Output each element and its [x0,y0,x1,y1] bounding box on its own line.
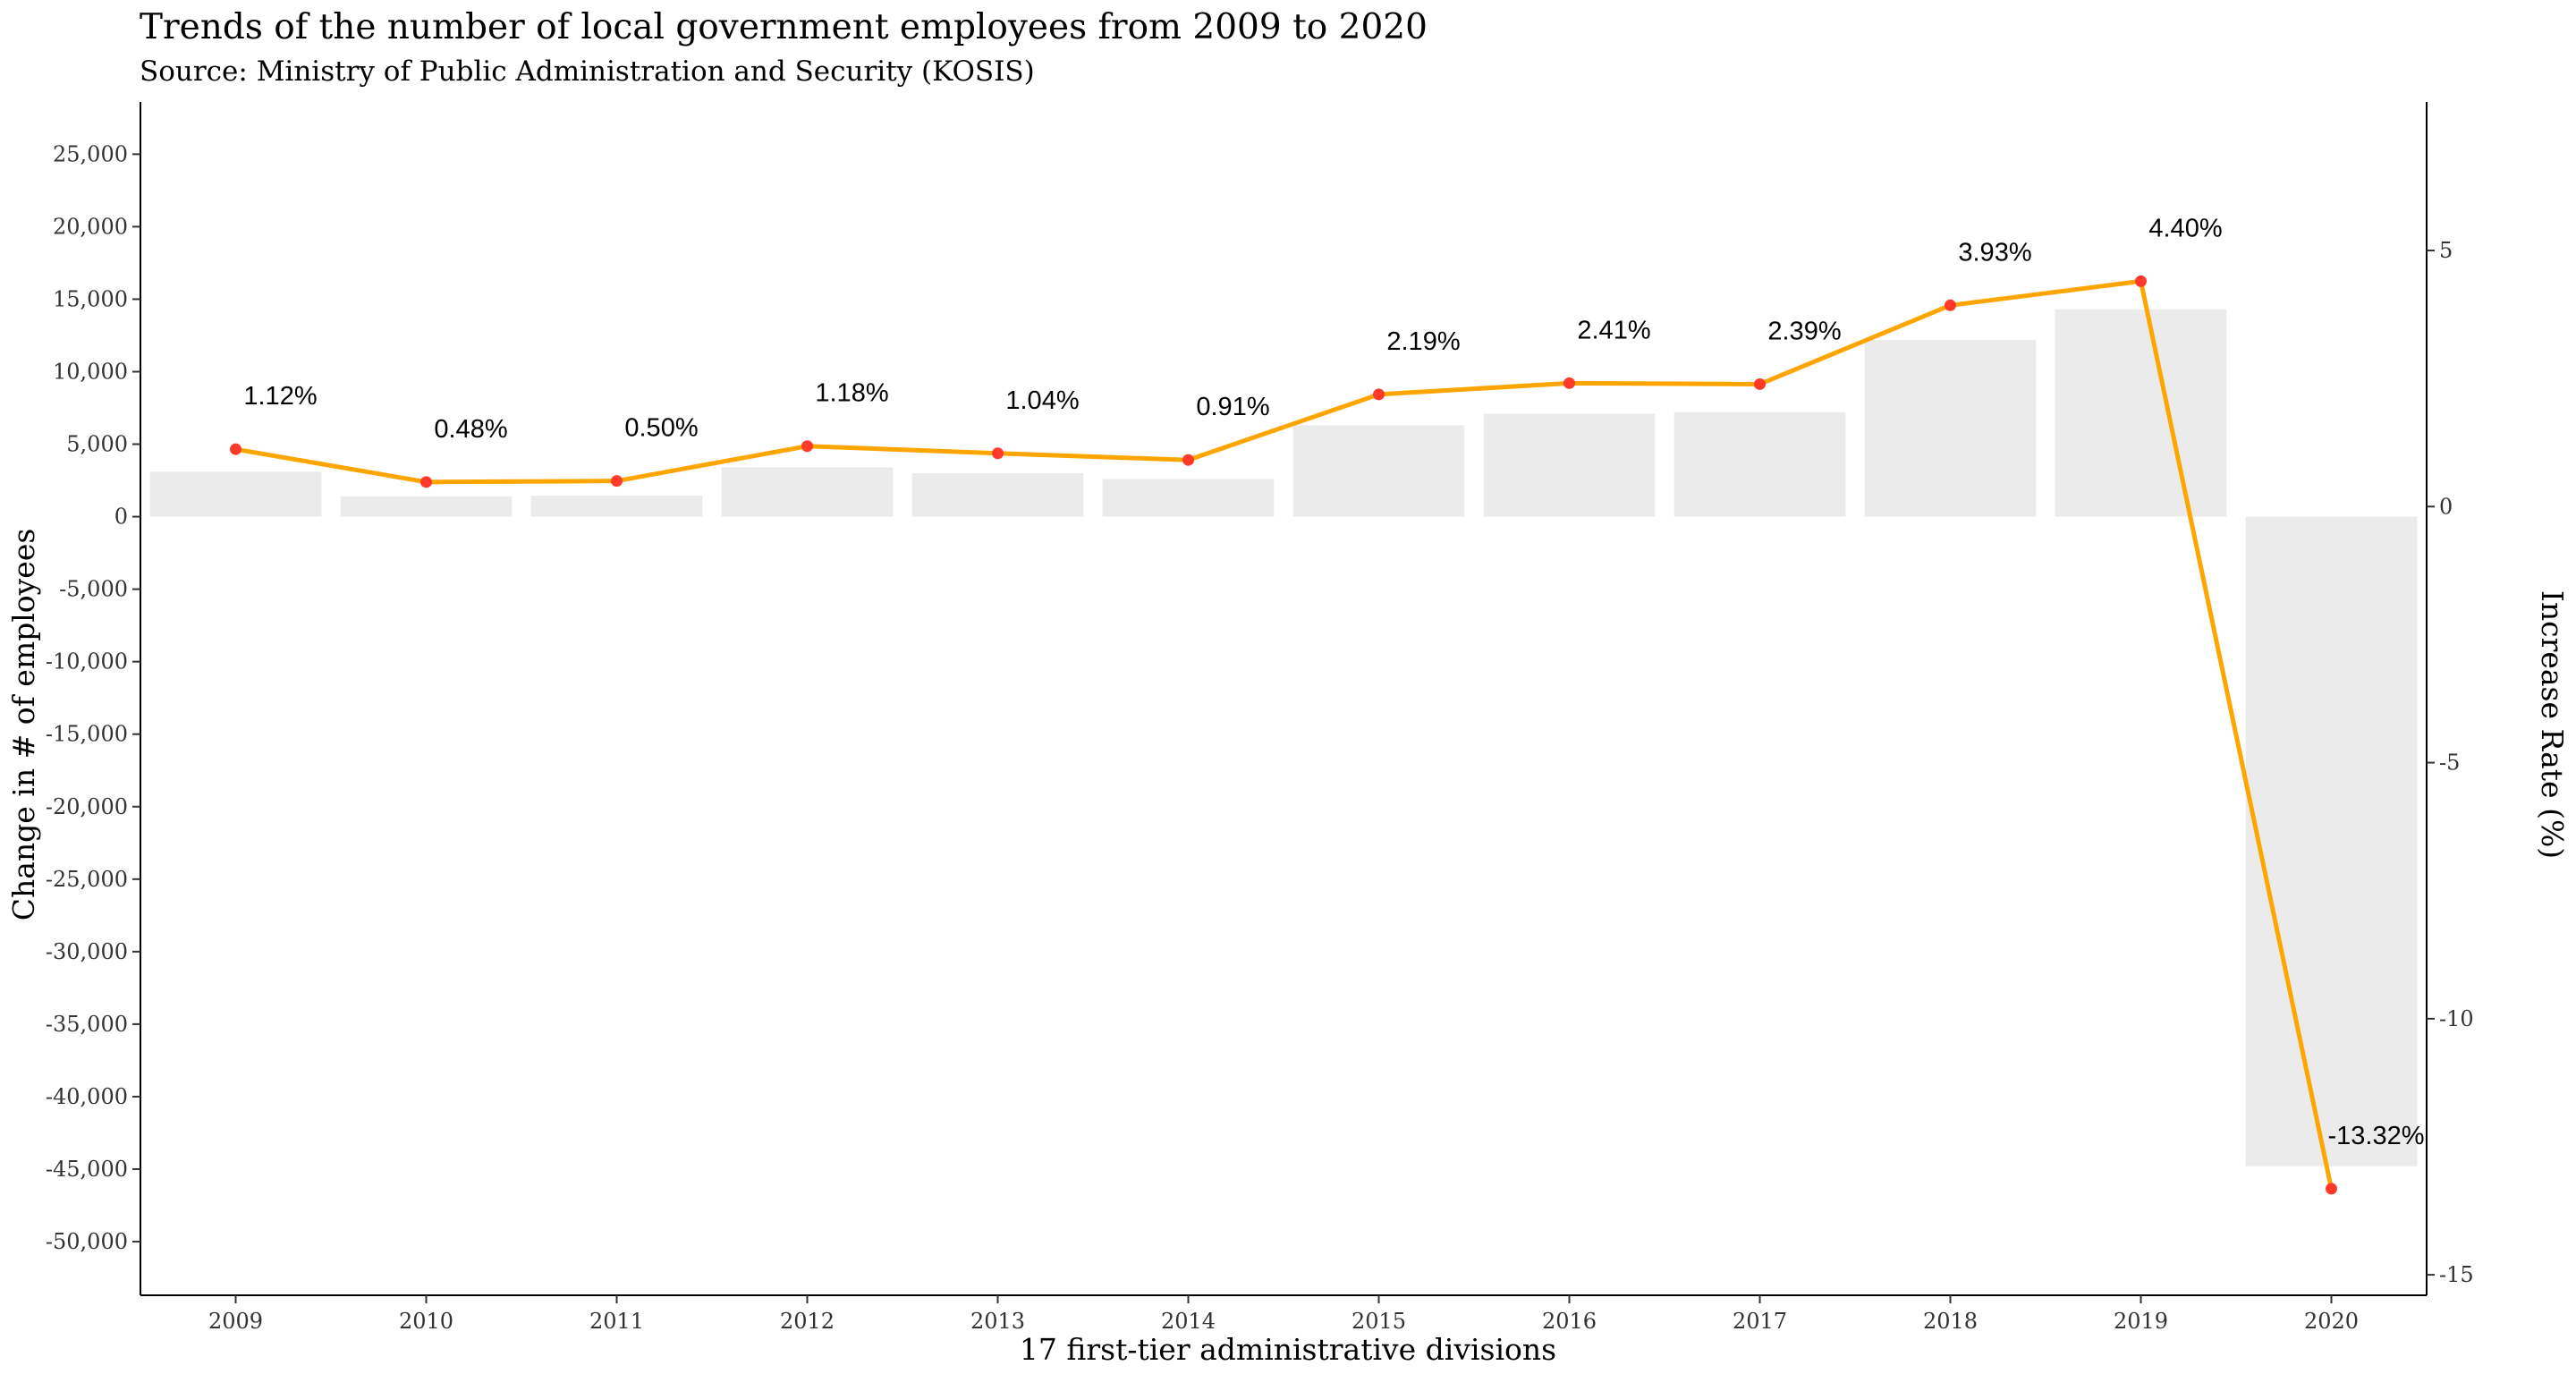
bar-2017 [1674,411,1846,517]
rate-label-2009: 1.12% [243,382,317,411]
bar-2015 [1292,425,1465,517]
rate-point-2019 [2135,275,2147,287]
rate-label-2016: 2.41% [1577,316,1650,344]
bar-2020 [2245,516,2418,1166]
x-tick-label: 2011 [589,1309,644,1334]
y-tick-label: -45,000 [46,1157,128,1182]
y-axis-left-title: Change in # of employees [6,529,41,921]
x-tick-label: 2019 [2114,1309,2168,1334]
x-tick-label: 2009 [208,1309,263,1334]
rate-label-2010: 0.48% [434,415,507,444]
rate-label-2020: -13.32% [2327,1122,2424,1150]
y-tick-label: -30,000 [46,939,128,964]
x-tick-label: 2018 [1923,1309,1978,1334]
rate-label-2017: 2.39% [1767,317,1841,345]
rate-point-2018 [1945,299,1956,311]
bar-2011 [530,496,703,517]
rate-point-2016 [1563,377,1575,389]
y-tick-label: 20,000 [53,214,128,239]
bar-2019 [2055,309,2227,517]
rate-label-2011: 0.50% [624,414,698,443]
rate-point-2014 [1182,454,1194,466]
x-axis-ticks: 2009 2010 2011 2012 2013 2014 2015 2016 2017 2018… [208,1295,2359,1334]
rate-point-2012 [801,440,813,453]
rate-point-2015 [1373,388,1385,401]
y-tick-label: -35,000 [46,1012,128,1037]
rate-point-2020 [2326,1183,2337,1195]
bar-2014 [1102,479,1275,517]
y-tick-label: 25,000 [53,141,128,166]
y2-tick-label: -10 [2439,1006,2474,1031]
y2-tick-label: -15 [2439,1262,2474,1287]
y-tick-label: 0 [114,505,128,530]
bar-2013 [911,472,1084,517]
y-axis-right-title: Increase Rate (%) [2535,590,2570,859]
y-axis-left-ticks: 25,000 20,000 15,000 10,000 5,000 0 -5,000 -10,… [46,141,140,1254]
rate-label-2015: 2.19% [1386,327,1460,356]
y-tick-label: -20,000 [46,794,128,819]
rate-point-2011 [611,475,623,488]
bar-series [149,309,2418,1166]
y-tick-label: -25,000 [46,867,128,892]
x-tick-label: 2016 [1542,1309,1597,1334]
rate-label-2014: 0.91% [1196,393,1269,421]
y-tick-label: 15,000 [53,286,128,311]
rate-line [235,278,2334,1190]
bar-2016 [1483,413,1656,517]
rate-line-series: 1.12% 0.48% 0.50% 1.18% 1.04% 0.91% 2.19% 2.41%… [230,214,2425,1195]
bar-2018 [1864,339,2037,517]
x-tick-label: 2017 [1733,1309,1787,1334]
rate-point-2009 [230,443,242,455]
y2-tick-label: -5 [2439,751,2460,776]
chart-subtitle: Source: Ministry of Public Administratio… [140,55,1035,88]
y-tick-label: 5,000 [66,432,128,457]
rate-point-2017 [1754,377,1766,390]
rate-label-2013: 1.04% [1005,386,1079,415]
x-tick-label: 2020 [2304,1309,2359,1334]
x-tick-label: 2014 [1161,1309,1216,1334]
y-tick-label: -15,000 [46,722,128,747]
y-tick-label: 10,000 [53,359,128,384]
x-tick-label: 2010 [399,1309,453,1334]
x-axis-title: 17 first-tier administrative divisions [1020,1332,1556,1367]
y-axis-right-ticks: 5 0 -5 -10 -15 [2427,238,2474,1287]
rate-label-2019: 4.40% [2148,214,2222,242]
bar-2009 [149,471,322,517]
y-tick-label: -40,000 [46,1084,128,1109]
y-tick-label: -50,000 [46,1229,128,1254]
x-tick-label: 2015 [1352,1309,1406,1334]
x-tick-label: 2012 [780,1309,835,1334]
y-tick-label: -5,000 [59,577,128,602]
bar-2010 [340,496,513,517]
rate-label-2012: 1.18% [815,379,888,408]
chart-title: Trends of the number of local government… [140,7,1428,47]
x-tick-label: 2013 [970,1309,1025,1334]
rate-point-2010 [420,476,432,488]
y2-tick-label: 0 [2439,494,2453,519]
rate-label-2018: 3.93% [1958,238,2031,267]
y2-tick-label: 5 [2439,238,2453,263]
bar-2012 [721,467,894,517]
rate-point-2013 [992,447,1004,460]
y-tick-label: -10,000 [46,649,128,674]
